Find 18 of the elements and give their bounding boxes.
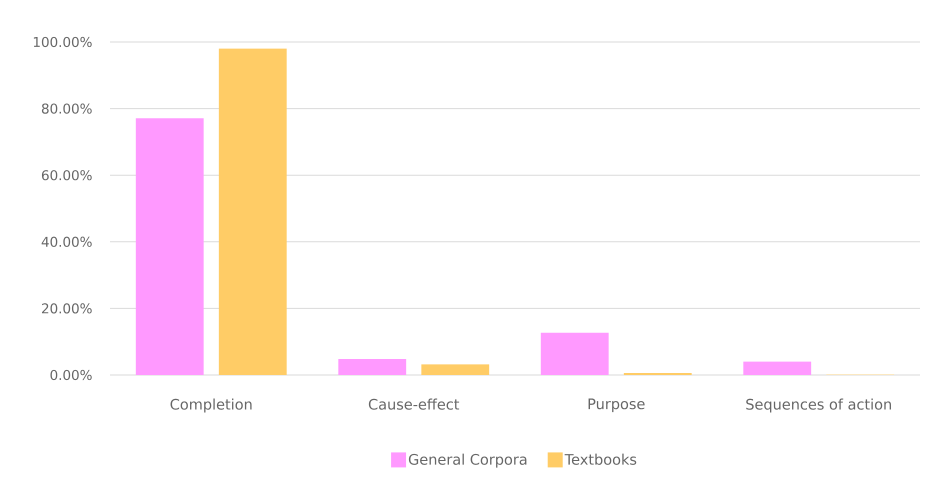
bar <box>421 364 490 375</box>
bar <box>540 332 609 375</box>
y-tick-label: 80.00% <box>42 103 92 114</box>
y-tick-label: 60.00% <box>42 170 92 180</box>
x-tick-label: Purpose <box>588 398 645 412</box>
bar <box>218 48 287 375</box>
legend-label: Textbooks <box>564 454 636 465</box>
x-tick-label: Cause-effect <box>368 398 460 410</box>
bar <box>743 362 812 375</box>
x-tick-label: Completion <box>170 398 252 413</box>
y-tick-label: 20.00% <box>42 303 92 314</box>
x-tick-label: Sequences of action <box>746 398 891 413</box>
y-tick-label: 40.00% <box>42 236 92 247</box>
bar <box>338 359 406 375</box>
y-tick-label: 0.00% <box>50 370 92 380</box>
y-tick-label: 100.00% <box>34 36 92 48</box>
legend-label: General Corpora <box>408 454 526 468</box>
bar <box>136 118 204 375</box>
